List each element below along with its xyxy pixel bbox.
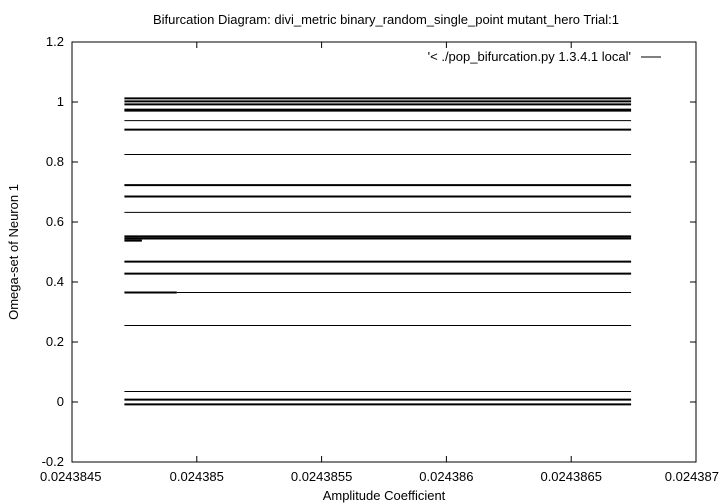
x-tick-label-0: 0.0243845 — [40, 469, 101, 484]
data-lines — [124, 97, 632, 406]
chart-title: Bifurcation Diagram: divi_metric binary_… — [153, 12, 619, 27]
y-tick-label-1: 0 — [57, 394, 64, 409]
plot-frame — [71, 41, 697, 463]
y-tick-label-7: 1.2 — [46, 34, 64, 49]
x-tick-label-5: 0.024387 — [665, 469, 719, 484]
y-tick-label-5: 0.8 — [46, 154, 64, 169]
legend-label: '< ./pop_bifurcation.py 1.3.4.1 local' — [428, 49, 631, 64]
y-tick-label-3: 0.4 — [46, 274, 64, 289]
x-tick-label-4: 0.0243865 — [540, 469, 601, 484]
y-tick-label-2: 0.2 — [46, 334, 64, 349]
x-tick-label-1: 0.024385 — [170, 469, 224, 484]
x-axis-label: Amplitude Coefficient — [323, 488, 446, 503]
y-tick-label-4: 0.6 — [46, 214, 64, 229]
y-tick-label-6: 1 — [57, 94, 64, 109]
y-axis-label: Omega-set of Neuron 1 — [6, 184, 21, 320]
y-tick-label-0: -0.2 — [42, 454, 64, 469]
x-tick-label-2: 0.0243855 — [291, 469, 352, 484]
x-tick-label-3: 0.024386 — [419, 469, 473, 484]
